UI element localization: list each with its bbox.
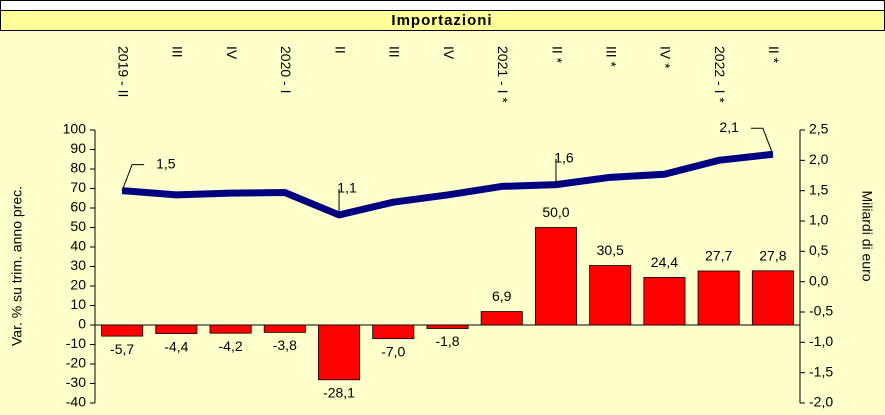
bar-label: 30,5: [597, 242, 624, 258]
bar-label: 24,4: [651, 254, 678, 270]
bar: [426, 324, 469, 329]
y-tick-label: 10: [70, 296, 86, 312]
y-tick-label: 60: [70, 199, 86, 215]
y2-tick-label: 1,0: [809, 212, 829, 228]
y-tick-label: 30: [70, 257, 86, 273]
x-tick-label: III: [170, 46, 186, 58]
y2-tick-label: -0,5: [809, 303, 833, 319]
y-tick-label: -20: [66, 355, 86, 371]
y2-tick-label: 2,0: [809, 151, 829, 167]
y-tick-label: -10: [66, 335, 86, 351]
bar: [209, 324, 252, 334]
bar-label: -28,1: [323, 384, 355, 400]
line-label: 2,1: [719, 119, 739, 135]
bar-label: -4,2: [219, 338, 243, 354]
x-tick-label: IV: [441, 46, 457, 60]
y2-tick-label: 0,5: [809, 242, 829, 258]
bar-label: -4,4: [164, 338, 188, 354]
y2-tick-label: -1,0: [809, 333, 833, 349]
bar-label: 27,7: [705, 248, 732, 264]
y2-tick-label: 1,5: [809, 181, 829, 197]
line-label: 1,5: [156, 155, 176, 171]
bar: [643, 277, 686, 326]
y-tick-label: 40: [70, 238, 86, 254]
y-tick-label: 90: [70, 140, 86, 156]
bar: [697, 270, 740, 326]
y2-tick-label: -2,0: [809, 394, 833, 410]
x-tick-label: IV: [224, 46, 240, 60]
leader-line: [750, 127, 774, 155]
bar: [372, 324, 415, 340]
bar: [101, 324, 144, 337]
x-tick-label: III: [387, 46, 403, 58]
y-tick-label: 70: [70, 179, 86, 195]
x-tick-label: 2021 - I *: [495, 46, 511, 103]
bar-label: -7,0: [381, 343, 405, 359]
y-axis-label: Var. % su trim. anno prec.: [9, 186, 25, 346]
y-tick-label: -40: [66, 394, 86, 410]
x-tick-label: II *: [549, 46, 565, 64]
line-label: 1,6: [554, 149, 574, 165]
y-tick-label: 80: [70, 160, 86, 176]
bar: [263, 324, 306, 333]
x-tick-label: III *: [603, 46, 619, 68]
y-tick-label: -30: [66, 374, 86, 390]
leader-line: [121, 164, 145, 191]
bar-label: 6,9: [492, 288, 512, 304]
line: [121, 150, 774, 219]
x-tick-label: 2019 - II: [115, 46, 131, 97]
y2-tick-label: 0,0: [809, 272, 829, 288]
bar: [534, 227, 577, 326]
bar: [480, 311, 523, 326]
bar: [751, 270, 794, 326]
line-label: 1,1: [337, 180, 357, 196]
bar-label: 50,0: [542, 204, 569, 220]
top-strip: [0, 0, 885, 11]
bar-label: -5,7: [110, 341, 134, 357]
y-tick-label: 50: [70, 218, 86, 234]
chart-title: Importazioni: [391, 12, 492, 29]
x-tick-label: II: [332, 46, 348, 54]
y2-tick-label: 2,5: [809, 121, 829, 137]
bar: [155, 324, 198, 334]
bar-label: -3,8: [273, 337, 297, 353]
y2-tick-label: -1,5: [809, 363, 833, 379]
bar-label: -1,8: [435, 333, 459, 349]
x-tick-label: 2020 - I: [278, 46, 294, 93]
y-tick-label: 100: [63, 121, 87, 137]
bar: [589, 265, 632, 326]
y2-axis-label: Miliardi di euro: [859, 190, 875, 281]
y-tick-label: 20: [70, 277, 86, 293]
x-tick-label: IV *: [658, 46, 674, 69]
bar-label: 27,8: [759, 247, 786, 263]
y-tick-label: 0: [78, 316, 86, 332]
x-tick-label: 2022 - I *: [712, 46, 728, 103]
x-tick-label: II *: [766, 46, 782, 64]
bar: [318, 324, 361, 381]
